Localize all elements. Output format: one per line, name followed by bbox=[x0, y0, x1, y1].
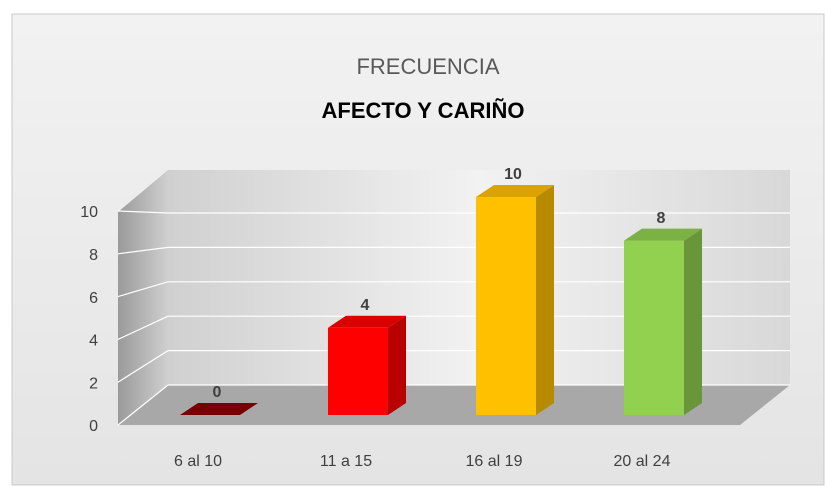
grid-line-side bbox=[117, 315, 169, 340]
side-wall bbox=[118, 170, 168, 425]
data-label: 10 bbox=[504, 166, 522, 183]
y-tick-label: 0 bbox=[89, 418, 98, 435]
bar-front bbox=[624, 240, 684, 415]
data-label: 4 bbox=[361, 297, 370, 314]
bar-side bbox=[536, 185, 554, 415]
x-tick-label: 11 a 15 bbox=[320, 453, 372, 470]
bar-top bbox=[180, 403, 258, 415]
grid-line-side bbox=[117, 384, 169, 426]
bar-top bbox=[328, 315, 406, 328]
grid-line-side bbox=[117, 246, 169, 255]
floor bbox=[118, 385, 790, 425]
chart-title: FRECUENCIA bbox=[356, 54, 499, 79]
x-tick-label: 6 al 10 bbox=[174, 453, 222, 470]
y-tick-label: 4 bbox=[89, 333, 98, 350]
data-label: 0 bbox=[213, 384, 222, 401]
bar-front bbox=[476, 197, 536, 415]
bar-front bbox=[328, 327, 388, 415]
bar-side bbox=[388, 315, 406, 415]
bar-top bbox=[476, 185, 554, 197]
y-tick-label: 10 bbox=[80, 204, 98, 221]
grid-line-side bbox=[117, 210, 169, 214]
y-tick-label: 2 bbox=[89, 375, 98, 392]
grid-line-side bbox=[117, 350, 169, 383]
chart-subtitle: AFECTO Y CARIÑO bbox=[322, 98, 525, 123]
data-label: 8 bbox=[657, 210, 666, 227]
bar-top bbox=[624, 228, 702, 241]
grid-line-side bbox=[117, 281, 169, 298]
y-tick-label: 6 bbox=[89, 290, 98, 307]
x-tick-label: 16 al 19 bbox=[466, 453, 523, 470]
x-tick-label: 20 al 24 bbox=[614, 453, 671, 470]
bar-side bbox=[684, 228, 702, 415]
y-tick-label: 8 bbox=[89, 247, 98, 264]
